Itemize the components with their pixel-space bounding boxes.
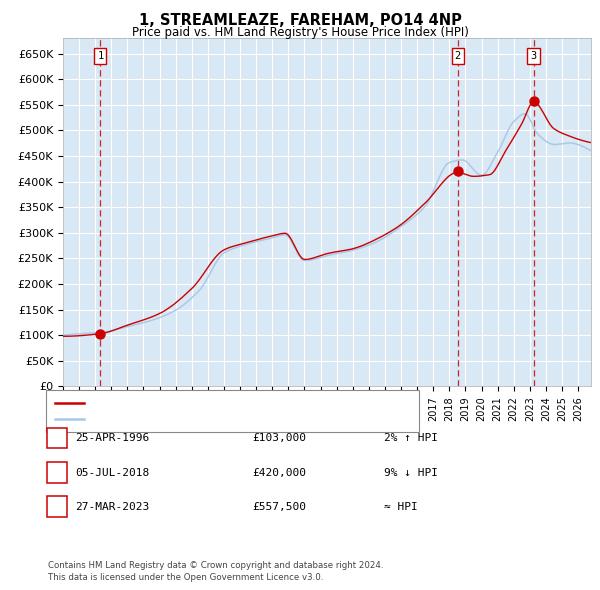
- Text: Contains HM Land Registry data © Crown copyright and database right 2024.: Contains HM Land Registry data © Crown c…: [48, 561, 383, 570]
- Text: 2: 2: [53, 468, 61, 477]
- Text: 9% ↓ HPI: 9% ↓ HPI: [384, 468, 438, 477]
- Text: HPI: Average price, detached house, Fareham: HPI: Average price, detached house, Fare…: [89, 414, 326, 424]
- Text: £420,000: £420,000: [252, 468, 306, 477]
- Text: 3: 3: [530, 51, 536, 61]
- Text: 05-JUL-2018: 05-JUL-2018: [75, 468, 149, 477]
- Text: £103,000: £103,000: [252, 434, 306, 443]
- Text: £557,500: £557,500: [252, 502, 306, 512]
- Text: 1, STREAMLEAZE, FAREHAM, PO14 4NP (detached house): 1, STREAMLEAZE, FAREHAM, PO14 4NP (detac…: [89, 398, 386, 408]
- Text: 2% ↑ HPI: 2% ↑ HPI: [384, 434, 438, 443]
- Text: 1, STREAMLEAZE, FAREHAM, PO14 4NP: 1, STREAMLEAZE, FAREHAM, PO14 4NP: [139, 13, 461, 28]
- Text: 3: 3: [53, 502, 61, 512]
- Text: 27-MAR-2023: 27-MAR-2023: [75, 502, 149, 512]
- Text: Price paid vs. HM Land Registry's House Price Index (HPI): Price paid vs. HM Land Registry's House …: [131, 26, 469, 39]
- Text: 1: 1: [53, 434, 61, 443]
- Text: 1: 1: [97, 51, 103, 61]
- Text: This data is licensed under the Open Government Licence v3.0.: This data is licensed under the Open Gov…: [48, 573, 323, 582]
- Text: 25-APR-1996: 25-APR-1996: [75, 434, 149, 443]
- Text: 2: 2: [454, 51, 461, 61]
- Text: ≈ HPI: ≈ HPI: [384, 502, 418, 512]
